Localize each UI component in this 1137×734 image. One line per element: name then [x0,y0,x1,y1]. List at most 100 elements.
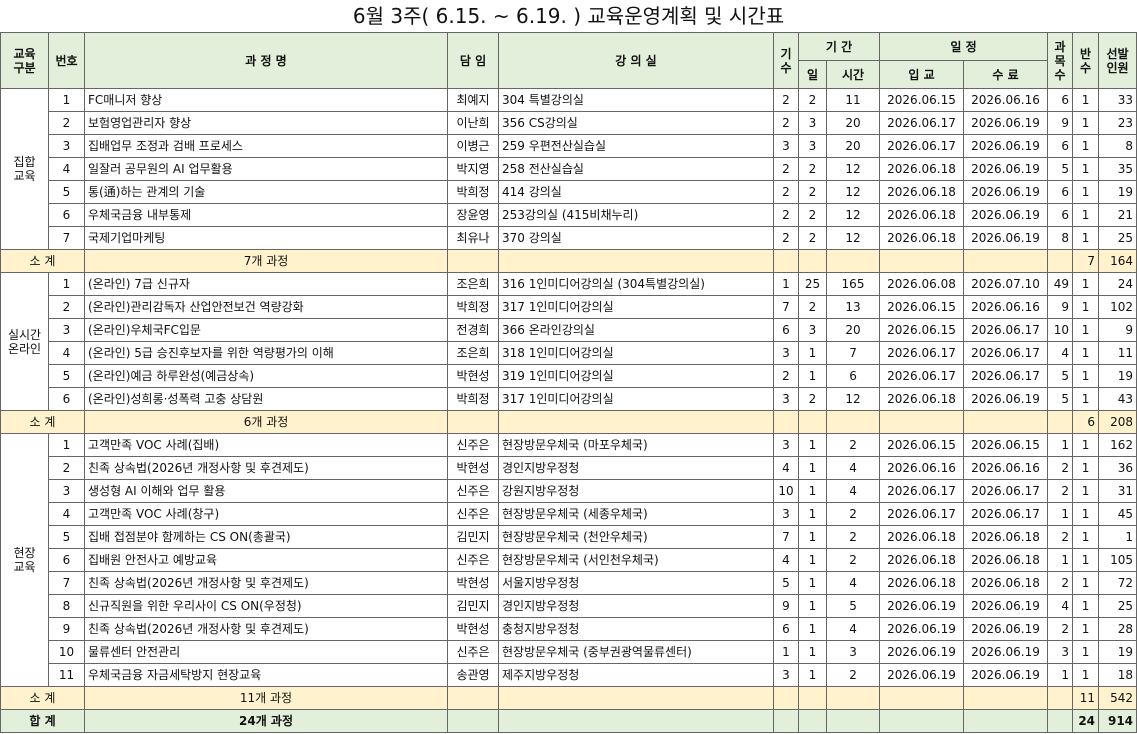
start-date: 2026.06.19 [879,594,965,618]
teacher: 신주은 [447,479,499,503]
course-row: 4 고객만족 VOC 사례(창구) 신주은 현장방문우체국 (세종우체국) 3 1 2 202… [1,502,1137,526]
people: 31 [1098,479,1137,503]
empty-cell [773,249,799,273]
header-cell: 번호 [48,32,85,89]
classes: 1 [1072,364,1100,388]
subjects: 49 [1047,272,1074,296]
room: 충청지방우정청 [498,617,774,641]
classes: 1 [1072,571,1100,595]
gisu: 3 [773,341,799,365]
empty-cell [1047,709,1074,733]
header-cell: 반 수 [1072,32,1100,89]
course: 통(通)하는 관계의 기술 [84,180,448,204]
room: 316 1인미디어강의실 (304특별강의실) [498,272,774,296]
teacher: 김민지 [447,594,499,618]
people: 33 [1098,88,1137,112]
empty-cell [879,686,965,710]
no: 1 [48,88,85,112]
subjects: 8 [1047,226,1074,250]
header-cell: 교육 구분 [0,32,49,89]
teacher: 박희정 [447,387,499,411]
end-date: 2026.06.17 [963,364,1049,388]
start-date: 2026.06.19 [879,663,965,687]
subjects: 10 [1047,318,1074,342]
room: 현장방문우체국 (서인천우체국) [498,548,774,572]
teacher: 송관영 [447,663,499,687]
hours: 4 [825,456,881,480]
teacher: 신주은 [447,433,499,457]
start-date: 2026.06.17 [879,479,965,503]
empty-cell [798,249,827,273]
people: 45 [1098,502,1137,526]
empty-cell [447,249,499,273]
course: 집배업무 조정과 검배 프로세스 [84,134,448,158]
days: 1 [798,502,827,526]
end-date: 2026.06.19 [963,134,1049,158]
days: 2 [798,88,827,112]
title: 6월 3주( 6.15. ~ 6.19. ) 교육운영계획 및 시간표 [352,4,785,28]
subjects: 2 [1047,479,1074,503]
course-row: 4 (온라인) 5급 승진후보자를 위한 역량평가의 이해 조은희 318 1인미디어… [1,341,1137,365]
gisu: 5 [773,571,799,595]
start-date: 2026.06.18 [879,548,965,572]
start-date: 2026.06.18 [879,571,965,595]
header: 교육 구분 번호 과 정 명 담 임 강 의 실 기 수 기 간 일 정 과 목… [0,32,1137,89]
summary-people: 542 [1098,686,1137,710]
people: 28 [1098,617,1137,641]
no: 11 [48,663,85,687]
room: 317 1인미디어강의실 [498,295,774,319]
summary-classes: 7 [1072,249,1100,273]
end-date: 2026.06.18 [963,571,1049,595]
hours: 4 [825,571,881,595]
room: 414 강의실 [498,180,774,204]
end-date: 2026.06.19 [963,594,1049,618]
days: 2 [798,387,827,411]
course-row: 6 (온라인)성희롱·성폭력 고충 상담원 박희정 317 1인미디어강의실 3 2 12 2… [1,387,1137,411]
course: 생성형 AI 이해와 업무 활용 [84,479,448,503]
summary-courses: 11개 과정 [84,686,448,710]
no: 2 [48,111,85,135]
no: 3 [48,134,85,158]
gisu: 7 [773,525,799,549]
teacher: 신주은 [447,548,499,572]
teacher: 이병근 [447,134,499,158]
end-date: 2026.06.19 [963,180,1049,204]
start-date: 2026.06.15 [879,433,965,457]
start-date: 2026.06.18 [879,387,965,411]
header-cell: 기 간 [797,32,881,61]
start-date: 2026.06.15 [879,88,965,112]
header-cell: 일 정 [879,32,1049,61]
empty-cell [825,410,881,434]
room: 서울지방우정청 [498,571,774,595]
hours: 3 [825,640,881,664]
empty-cell [798,410,827,434]
no: 4 [48,502,85,526]
days: 1 [798,479,827,503]
days: 1 [798,525,827,549]
teacher: 김민지 [447,525,499,549]
days: 1 [798,341,827,365]
subjects: 6 [1047,134,1074,158]
end-date: 2026.06.18 [963,525,1049,549]
subjects: 6 [1047,88,1074,112]
empty-cell [498,709,774,733]
subjects: 2 [1047,571,1074,595]
teacher: 박현성 [447,617,499,641]
room: 304 특별강의실 [498,88,774,112]
teacher: 박희정 [447,295,499,319]
days: 3 [798,318,827,342]
course: (온라인)예금 하루완성(예금상속) [84,364,448,388]
classes: 1 [1072,272,1100,296]
gisu: 9 [773,594,799,618]
empty-cell [825,709,881,733]
teacher: 박지영 [447,157,499,181]
room: 현장방문우체국 (마포우체국) [498,433,774,457]
course-row: 2 친족 상속법(2026년 개정사항 및 후견제도) 박현성 경인지방우정청 4 1 4 2… [1,456,1137,480]
no: 4 [48,341,85,365]
people: 36 [1098,456,1137,480]
course: 물류센터 안전관리 [84,640,448,664]
days: 1 [798,548,827,572]
subjects: 2 [1047,617,1074,641]
teacher: 박현성 [447,571,499,595]
